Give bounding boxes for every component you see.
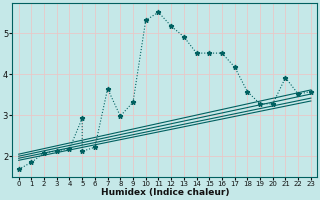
X-axis label: Humidex (Indice chaleur): Humidex (Indice chaleur) (100, 188, 229, 197)
